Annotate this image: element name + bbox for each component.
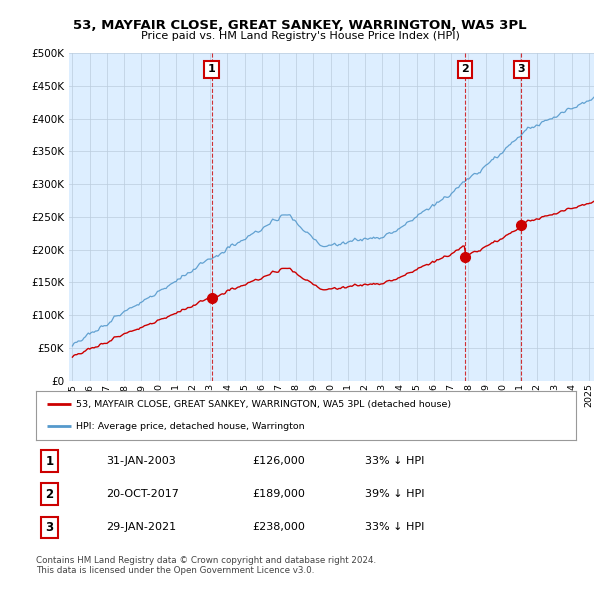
Text: £238,000: £238,000 <box>252 522 305 532</box>
Text: 3: 3 <box>518 64 525 74</box>
Text: 20-OCT-2017: 20-OCT-2017 <box>106 489 179 499</box>
Text: 31-JAN-2003: 31-JAN-2003 <box>106 456 176 466</box>
Text: 29-JAN-2021: 29-JAN-2021 <box>106 522 176 532</box>
Text: 53, MAYFAIR CLOSE, GREAT SANKEY, WARRINGTON, WA5 3PL (detached house): 53, MAYFAIR CLOSE, GREAT SANKEY, WARRING… <box>77 400 452 409</box>
Text: 33% ↓ HPI: 33% ↓ HPI <box>365 522 425 532</box>
Text: £189,000: £189,000 <box>252 489 305 499</box>
Text: 39% ↓ HPI: 39% ↓ HPI <box>365 489 425 499</box>
Text: 1: 1 <box>46 454 53 468</box>
Text: 2: 2 <box>461 64 469 74</box>
Text: 3: 3 <box>46 520 53 534</box>
Text: Contains HM Land Registry data © Crown copyright and database right 2024.
This d: Contains HM Land Registry data © Crown c… <box>36 556 376 575</box>
Text: Price paid vs. HM Land Registry's House Price Index (HPI): Price paid vs. HM Land Registry's House … <box>140 31 460 41</box>
Text: 2: 2 <box>46 487 53 501</box>
Text: HPI: Average price, detached house, Warrington: HPI: Average price, detached house, Warr… <box>77 422 305 431</box>
Text: 33% ↓ HPI: 33% ↓ HPI <box>365 456 425 466</box>
Text: 1: 1 <box>208 64 215 74</box>
Text: 53, MAYFAIR CLOSE, GREAT SANKEY, WARRINGTON, WA5 3PL: 53, MAYFAIR CLOSE, GREAT SANKEY, WARRING… <box>73 19 527 32</box>
Text: £126,000: £126,000 <box>252 456 305 466</box>
